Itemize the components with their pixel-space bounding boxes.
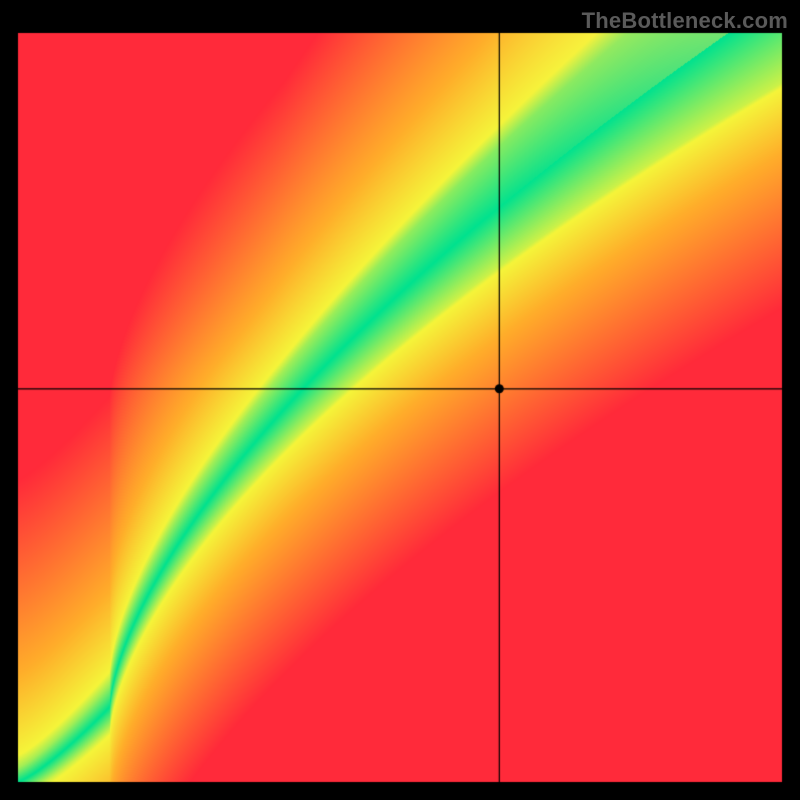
watermark-text: TheBottleneck.com xyxy=(582,8,788,34)
chart-container: TheBottleneck.com xyxy=(0,0,800,800)
heatmap-canvas xyxy=(0,0,800,800)
